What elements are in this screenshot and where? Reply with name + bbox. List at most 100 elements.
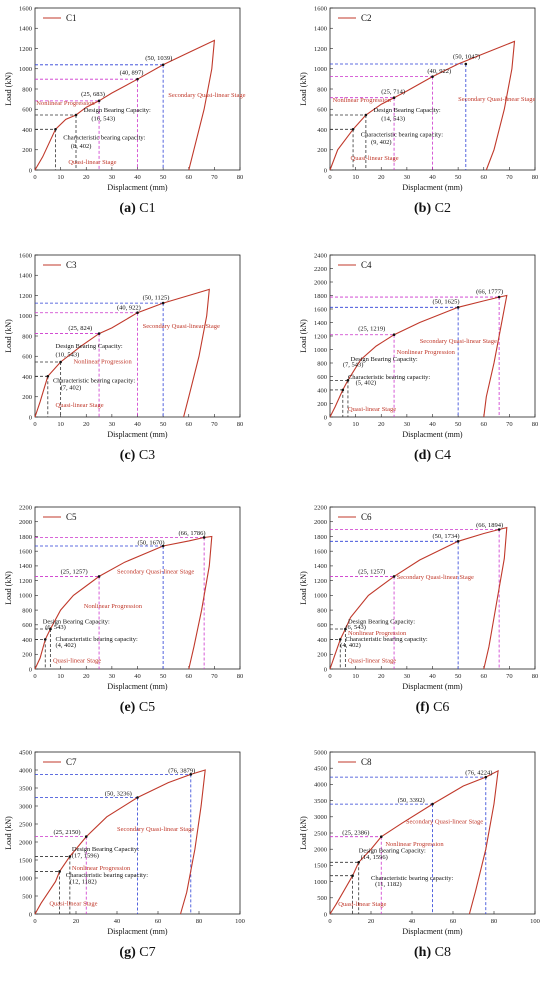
caption-letter: (b) (414, 201, 431, 216)
annotation-label: Characteristic bearing capacity: (348, 374, 430, 381)
annotation-label: (50, 1047) (453, 54, 480, 61)
annotation-label: (10, 543) (56, 351, 80, 358)
y-tick-label: 200 (22, 147, 32, 154)
caption-name: C8 (431, 945, 451, 960)
annotation-label: Nonlinear Progression (84, 603, 143, 610)
y-axis-label: Load (kN) (299, 319, 308, 353)
panel-caption: (g) C7 (119, 945, 155, 960)
y-tick-label: 200 (317, 652, 327, 659)
annotation-label: (40, 922) (427, 68, 451, 75)
key-point (392, 333, 396, 337)
x-tick-label: 100 (530, 918, 540, 925)
annotation-label: Quasi-linear Stage (53, 657, 101, 664)
y-tick-label: 1400 (19, 26, 32, 33)
annotation-label: (8, 402) (71, 143, 92, 150)
annotation-label: (40, 897) (120, 69, 144, 76)
annotation-label: Design Bearing Capacity: (351, 356, 418, 363)
load-displacement-curve (329, 294, 508, 418)
x-tick-label: 40 (134, 673, 141, 680)
y-tick-label: 1600 (19, 252, 32, 259)
x-tick-label: 10 (352, 174, 359, 181)
x-tick-label: 60 (186, 673, 193, 680)
annotation-label: Quasi-linear Stage (56, 402, 104, 409)
x-tick-label: 20 (83, 421, 90, 428)
x-tick-label: 30 (404, 421, 411, 428)
x-tick-label: 100 (235, 918, 245, 925)
key-point (46, 374, 50, 378)
annotation-label: Characteristic bearing capacity: (371, 875, 453, 882)
caption-name: C7 (136, 945, 156, 960)
x-tick-label: 30 (109, 673, 116, 680)
annotation-label: Nonlinear Progression (333, 97, 392, 104)
annotation-label: (7, 543) (343, 361, 364, 368)
y-tick-label: 1600 (19, 5, 32, 12)
caption-name: C5 (135, 700, 155, 715)
annotation-label: (25, 714) (381, 89, 405, 96)
caption-letter: (e) (120, 700, 136, 715)
x-tick-label: 60 (481, 174, 488, 181)
y-tick-label: 1200 (19, 46, 32, 53)
x-tick-label: 10 (352, 673, 359, 680)
x-tick-label: 0 (33, 421, 36, 428)
annotation-label: Nonlinear Progression (72, 865, 131, 872)
y-tick-label: 2500 (314, 830, 327, 837)
y-tick-label: 4500 (314, 766, 327, 773)
plot-frame (329, 254, 536, 418)
x-tick-label: 0 (33, 918, 36, 925)
x-tick-label: 80 (491, 918, 498, 925)
x-axis-label: Displacment (mm) (402, 927, 463, 936)
annotation-label: Quasi-linear Stage (348, 657, 396, 664)
annotation-label: Quasi-linear Stage (348, 406, 396, 413)
y-tick-label: 1500 (314, 863, 327, 870)
y-tick-label: 1600 (314, 306, 327, 313)
y-axis-label: Load (kN) (4, 816, 13, 850)
x-tick-label: 0 (328, 673, 331, 680)
y-tick-label: 3000 (19, 803, 32, 810)
annotation-label: (14, 543) (381, 115, 405, 122)
key-point (431, 75, 434, 78)
legend-label: C3 (66, 260, 77, 270)
y-tick-label: 1500 (19, 857, 32, 864)
y-tick-label: 800 (22, 607, 32, 614)
key-point (484, 775, 488, 779)
y-tick-label: 0 (29, 666, 32, 673)
caption-name: C3 (135, 448, 155, 463)
panel-caption: (b) C2 (414, 201, 451, 216)
key-point (357, 860, 361, 864)
chart-panel-c4: 0 10 20 30 40 50 60 70 8002004006008001000120014… (299, 252, 538, 463)
annotation-label: (25, 2150) (53, 829, 80, 836)
legend-label: C7 (66, 757, 77, 767)
key-point (344, 627, 347, 631)
x-tick-label: 30 (404, 673, 411, 680)
x-tick-label: 10 (57, 421, 64, 428)
annotation-label: (50, 3236) (105, 791, 132, 798)
x-tick-label: 30 (404, 174, 411, 181)
y-tick-label: 1400 (19, 273, 32, 280)
y-tick-label: 600 (22, 354, 32, 361)
key-point (161, 544, 165, 548)
key-point (431, 802, 434, 806)
y-tick-label: 1000 (314, 66, 327, 73)
x-tick-label: 20 (378, 421, 385, 428)
y-tick-label: 3500 (19, 785, 32, 792)
x-tick-label: 20 (368, 918, 375, 925)
y-axis-label: Load (kN) (4, 319, 13, 353)
y-tick-label: 1800 (314, 534, 327, 541)
chart-panel-c1: 0 10 20 30 40 50 60 70 8002004006008001000120014… (4, 5, 246, 216)
y-tick-label: 1600 (314, 548, 327, 555)
x-axis-label: Displacment (mm) (402, 430, 463, 439)
key-point (136, 311, 139, 315)
annotation-label: Quasi-linear Stage (351, 155, 399, 162)
key-point (189, 773, 193, 776)
legend-label: C8 (361, 757, 372, 767)
key-point (68, 855, 72, 858)
x-tick-label: 20 (378, 673, 385, 680)
y-tick-label: 4500 (19, 749, 32, 756)
key-point (54, 127, 57, 131)
y-tick-label: 2400 (314, 252, 327, 259)
legend-label: C2 (361, 13, 372, 23)
annotation-label: (7, 402) (61, 385, 82, 392)
y-tick-label: 400 (22, 127, 32, 134)
y-tick-label: 0 (29, 911, 32, 918)
y-tick-label: 1000 (314, 347, 327, 354)
